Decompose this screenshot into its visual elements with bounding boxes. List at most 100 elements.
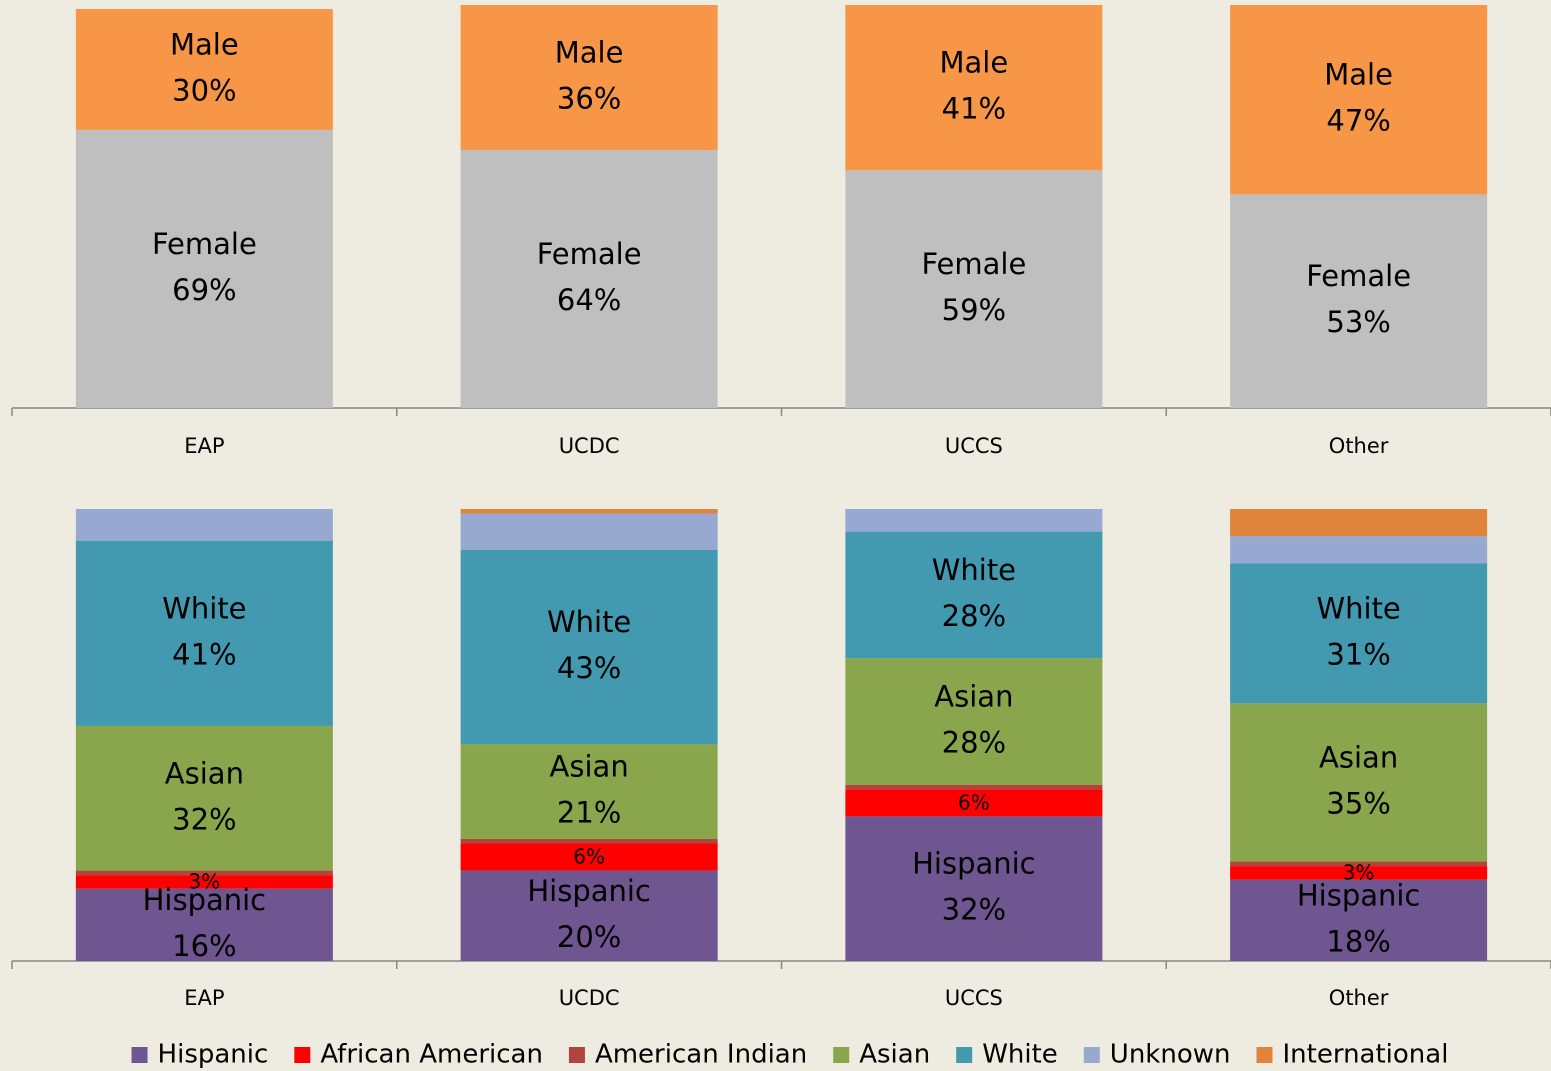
legend-swatch [1256, 1047, 1273, 1063]
data-label: 53% [1326, 305, 1390, 339]
data-label: 28% [942, 725, 1006, 759]
bar-segment [1230, 536, 1488, 564]
segment-name: Hispanic [143, 883, 267, 917]
segment-name: Hispanic [1297, 878, 1421, 912]
x-tick-label: UCDC [559, 434, 620, 458]
legend-label: White [982, 1040, 1058, 1070]
data-label: 41% [172, 637, 236, 671]
segment-name: White [1316, 591, 1400, 625]
segment-name: White [932, 553, 1016, 587]
legend-swatch [294, 1047, 311, 1063]
bar-segment [845, 784, 1103, 790]
legend-swatch [833, 1047, 850, 1063]
bar-segment [460, 5, 718, 151]
bar-segment [845, 509, 1103, 532]
data-label: 36% [557, 82, 621, 116]
bar-segment [75, 725, 333, 871]
x-tick-label: EAP [184, 986, 224, 1010]
bar-segment [460, 513, 718, 550]
bar-segment [460, 150, 718, 408]
segment-name: Asian [165, 756, 244, 790]
legend-swatch [956, 1047, 973, 1063]
bar-segment [845, 531, 1103, 659]
bar-segment [75, 9, 333, 130]
data-label: 6% [958, 790, 990, 814]
data-label: 28% [942, 599, 1006, 633]
data-label: 32% [942, 893, 1006, 927]
data-label: 6% [573, 845, 605, 869]
bar-segment [460, 549, 718, 745]
bar-segment [460, 509, 718, 514]
segment-name: Asian [550, 750, 629, 784]
bar-segment [845, 816, 1103, 961]
bar-segment [460, 870, 718, 961]
bar-segment [460, 838, 718, 844]
data-label: 47% [1326, 104, 1390, 138]
segment-name: Asian [934, 679, 1013, 713]
bar-segment [845, 170, 1103, 408]
segment-name: Hispanic [912, 847, 1036, 881]
data-label: 21% [557, 796, 621, 830]
data-label: 35% [1326, 786, 1390, 820]
bar-segment [75, 888, 333, 961]
bar-segment [845, 658, 1103, 785]
segment-name: Male [170, 27, 239, 61]
segment-name: Male [555, 36, 624, 70]
bar-segment [1230, 879, 1488, 961]
data-label: 32% [172, 802, 236, 836]
bar-segment [75, 509, 333, 541]
bar-segment [75, 870, 333, 876]
data-label: 31% [1326, 637, 1390, 671]
data-label: 59% [942, 293, 1006, 327]
bar-segment [1230, 5, 1488, 195]
x-tick-label: UCDC [559, 986, 620, 1010]
bar-segment [75, 540, 333, 726]
data-label: 20% [557, 920, 621, 954]
bar-segment [1230, 509, 1488, 537]
x-tick-label: UCCS [945, 986, 1003, 1010]
segment-name: Female [537, 237, 642, 271]
segment-name: Female [1306, 259, 1411, 293]
data-label: 41% [942, 92, 1006, 126]
bar-segment [460, 843, 718, 871]
x-tick-label: UCCS [945, 434, 1003, 458]
segment-name: Asian [1319, 740, 1398, 774]
data-label: 3% [189, 869, 221, 893]
data-label: 18% [1326, 924, 1390, 958]
bar-segment [1230, 194, 1488, 408]
data-label: 64% [557, 283, 621, 317]
bar-segment [1230, 703, 1488, 862]
segment-name: Female [152, 227, 257, 261]
bar-segment [1230, 866, 1488, 880]
legend-label: International [1283, 1040, 1449, 1070]
segment-name: Female [921, 247, 1026, 281]
bar-segment [845, 789, 1103, 817]
legend-swatch [568, 1047, 585, 1063]
segment-name: White [162, 591, 246, 625]
x-tick-label: Other [1329, 986, 1389, 1010]
bar-segment [75, 129, 333, 408]
legend-label: American Indian [595, 1040, 807, 1070]
legend-swatch [1083, 1047, 1100, 1063]
legend-label: African American [320, 1040, 543, 1070]
bar-segment [1230, 861, 1488, 867]
bar-segment [1230, 563, 1488, 704]
data-label: 16% [172, 929, 236, 963]
data-label: 3% [1343, 860, 1375, 884]
x-tick-label: Other [1329, 434, 1389, 458]
segment-name: Hispanic [527, 874, 651, 908]
legend-label: Hispanic [158, 1040, 269, 1070]
data-label: 43% [557, 651, 621, 685]
data-label: 30% [172, 73, 236, 107]
segment-name: Male [940, 46, 1009, 80]
legend-swatch [131, 1047, 148, 1063]
legend-label: Asian [859, 1040, 930, 1070]
x-tick-label: EAP [184, 434, 224, 458]
bar-segment [845, 5, 1103, 171]
legend: Hispanic African American American Indian A… [131, 1040, 1449, 1070]
data-label: 69% [172, 273, 236, 307]
segment-name: White [547, 605, 631, 639]
bar-segment [75, 875, 333, 889]
legend-label: Unknown [1110, 1040, 1231, 1070]
